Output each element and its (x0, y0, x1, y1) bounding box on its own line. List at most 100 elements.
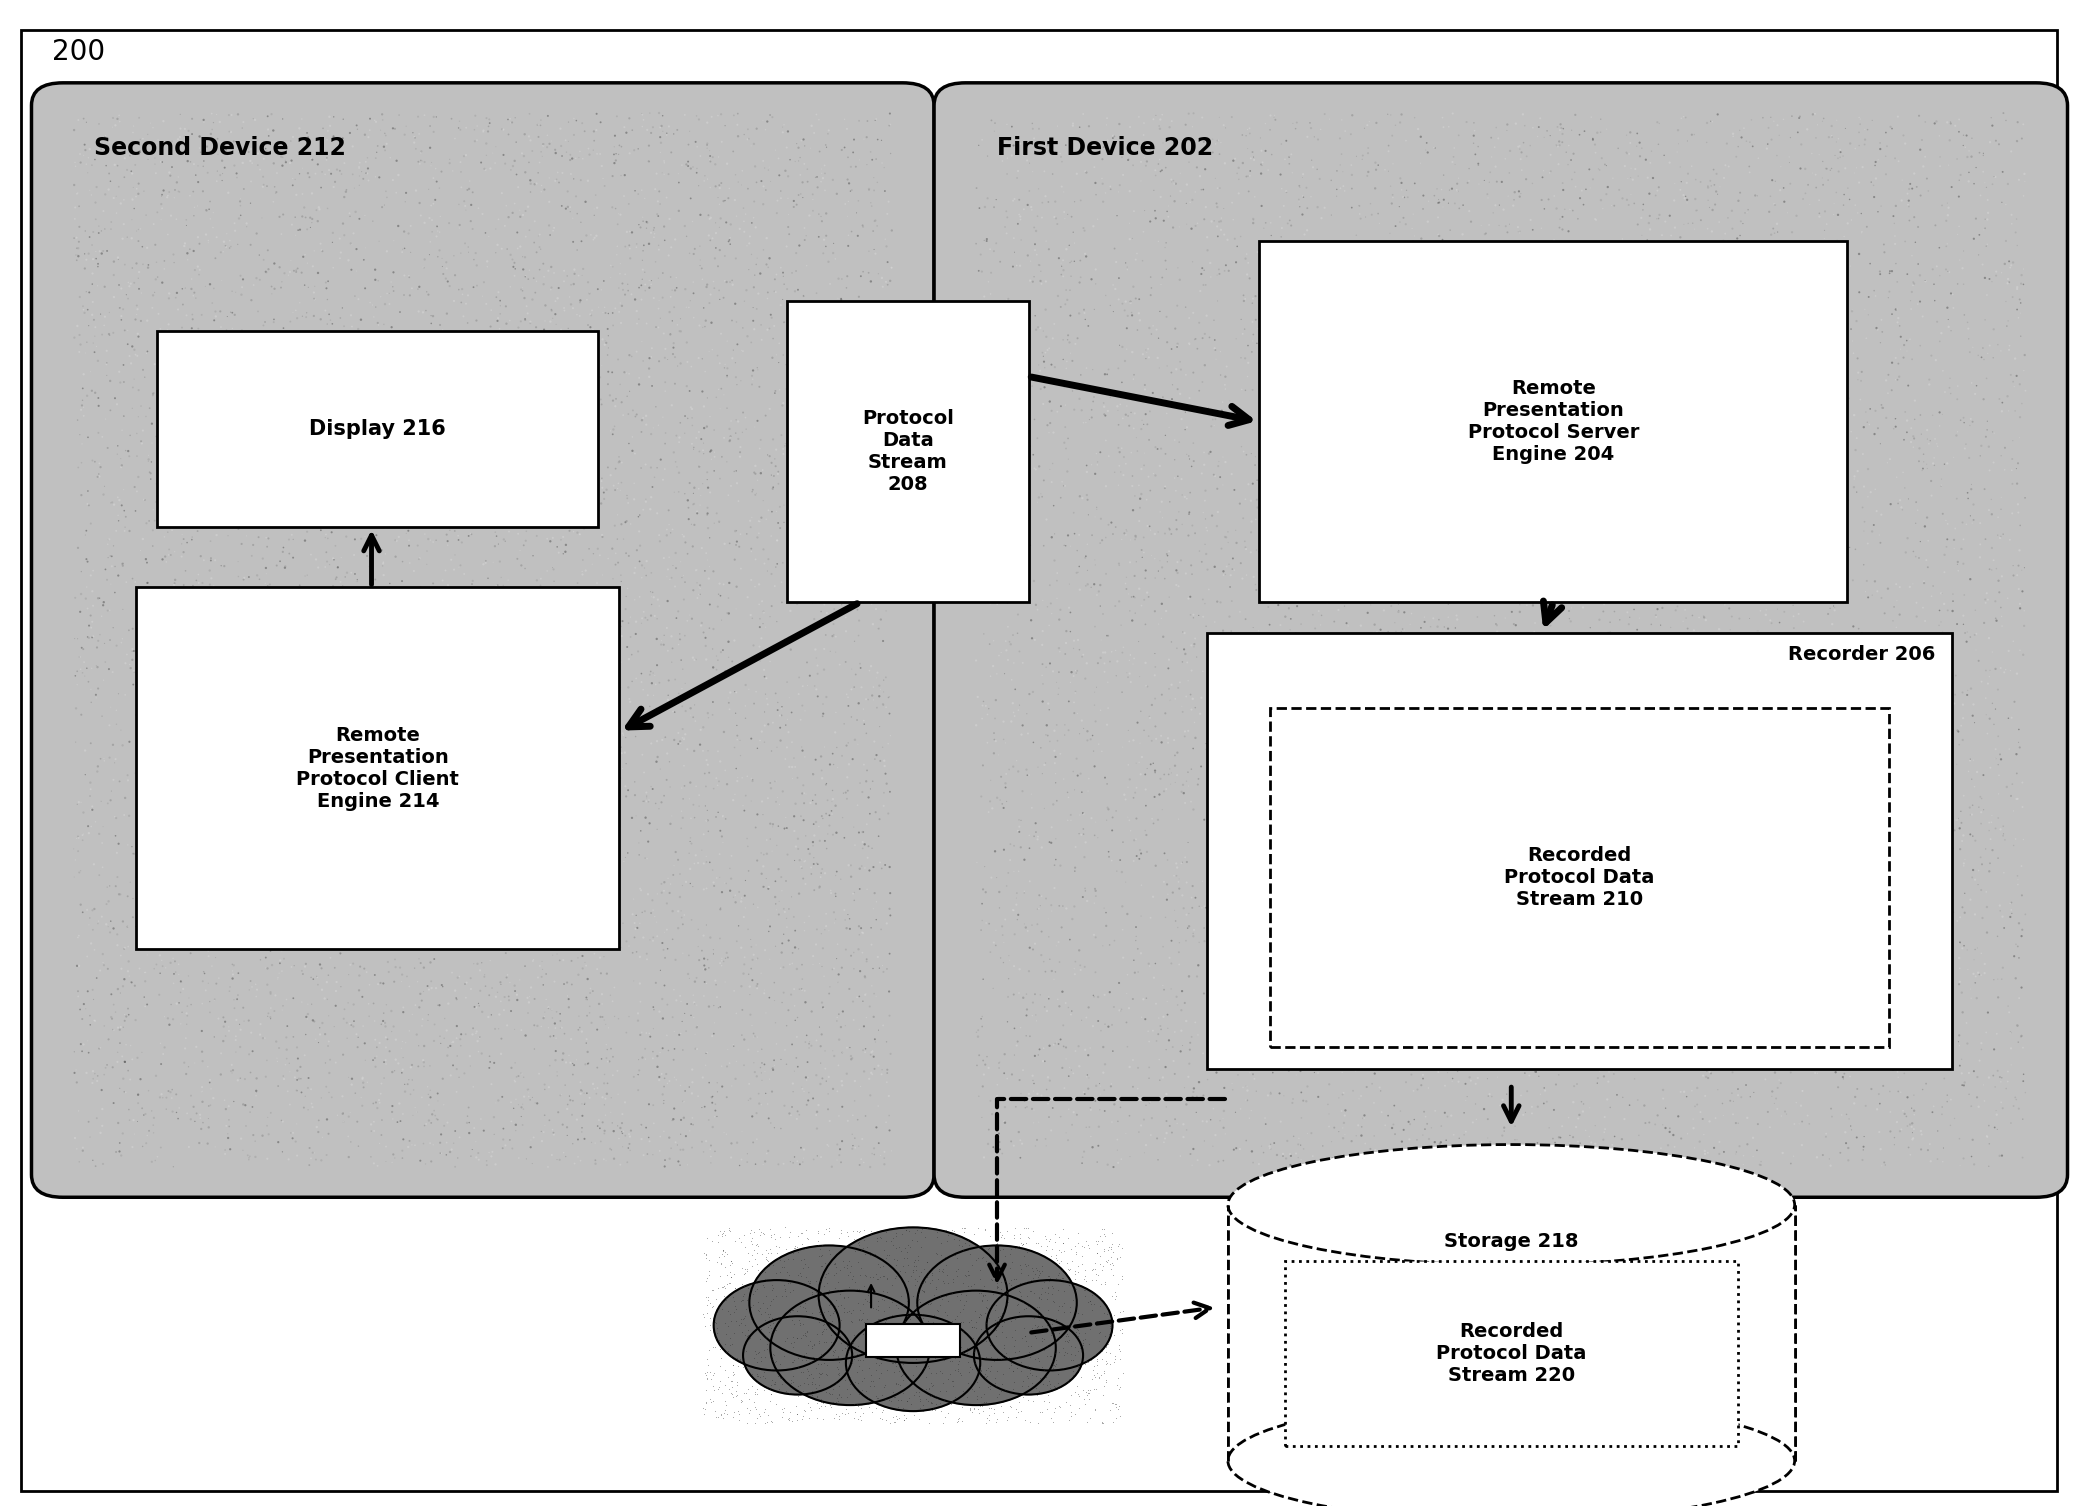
Point (1068, 1327, 1102, 1351)
Point (1476, 145, 1509, 169)
Point (796, 830, 829, 854)
Point (1060, 560, 1094, 584)
Point (714, 1253, 747, 1277)
Point (804, 492, 838, 517)
Point (441, 988, 474, 1012)
Point (485, 1042, 518, 1066)
Point (565, 404, 598, 428)
Point (390, 373, 424, 398)
Point (1478, 675, 1511, 699)
Point (1295, 931, 1329, 955)
Point (1308, 274, 1341, 298)
Point (571, 1051, 605, 1075)
Point (1795, 1011, 1828, 1035)
Point (178, 642, 212, 666)
Point (548, 1021, 581, 1045)
Point (1423, 440, 1457, 464)
Point (348, 819, 382, 843)
Point (393, 551, 426, 575)
Point (1553, 444, 1587, 468)
Point (1064, 137, 1098, 161)
Point (1910, 548, 1944, 572)
Point (1249, 1111, 1282, 1136)
Point (1921, 839, 1954, 863)
Point (1585, 626, 1618, 651)
Point (197, 200, 231, 224)
Point (596, 1119, 630, 1143)
Point (655, 1108, 688, 1133)
Point (697, 938, 730, 962)
Point (1152, 586, 1186, 610)
Point (393, 386, 426, 410)
Point (338, 739, 372, 764)
Point (422, 238, 455, 262)
Point (546, 830, 579, 854)
Point (1320, 970, 1354, 994)
Point (1190, 304, 1224, 328)
Point (716, 663, 749, 687)
Point (1186, 869, 1220, 893)
Point (1337, 577, 1371, 601)
Point (1446, 506, 1480, 530)
Point (1904, 289, 1937, 313)
Point (92, 545, 126, 569)
Point (1157, 139, 1190, 163)
Point (842, 691, 875, 715)
Point (1560, 298, 1593, 322)
Point (332, 806, 365, 830)
Point (667, 277, 701, 301)
Point (315, 520, 348, 544)
Point (1188, 916, 1222, 940)
Point (556, 1102, 590, 1126)
Point (1685, 1107, 1719, 1131)
Point (399, 127, 432, 151)
Point (1429, 239, 1463, 264)
Point (1658, 711, 1692, 735)
Point (1784, 690, 1818, 714)
Point (1459, 845, 1492, 869)
Point (1469, 568, 1503, 592)
Point (1014, 608, 1047, 633)
Point (873, 142, 907, 166)
Point (264, 938, 298, 962)
Point (842, 923, 875, 947)
Point (565, 643, 598, 667)
Point (712, 1300, 745, 1324)
Point (653, 750, 686, 774)
Point (174, 325, 208, 349)
Point (535, 997, 569, 1021)
Point (1461, 1066, 1494, 1090)
Point (1543, 639, 1576, 663)
Point (344, 910, 378, 934)
Point (1734, 108, 1767, 133)
Point (951, 1264, 984, 1288)
Point (974, 789, 1008, 813)
Point (754, 1376, 787, 1401)
Point (1406, 253, 1440, 277)
Point (1700, 182, 1734, 206)
Point (1091, 1235, 1125, 1259)
Point (411, 455, 445, 479)
Point (111, 914, 145, 938)
Point (1117, 986, 1150, 1011)
Point (1910, 809, 1944, 833)
Point (546, 1113, 579, 1137)
Point (1154, 390, 1188, 414)
Point (1946, 1146, 1979, 1170)
Point (768, 816, 802, 840)
Point (1471, 417, 1505, 441)
Point (1885, 1041, 1918, 1065)
Point (321, 492, 355, 517)
Point (764, 1248, 798, 1273)
Point (667, 723, 701, 747)
Point (802, 952, 835, 976)
Point (697, 559, 730, 583)
Point (835, 140, 869, 164)
Point (1138, 178, 1171, 202)
Point (1717, 294, 1751, 318)
Point (210, 137, 243, 161)
Point (613, 544, 646, 568)
Point (178, 1051, 212, 1075)
Point (464, 482, 497, 506)
Point (458, 794, 491, 818)
